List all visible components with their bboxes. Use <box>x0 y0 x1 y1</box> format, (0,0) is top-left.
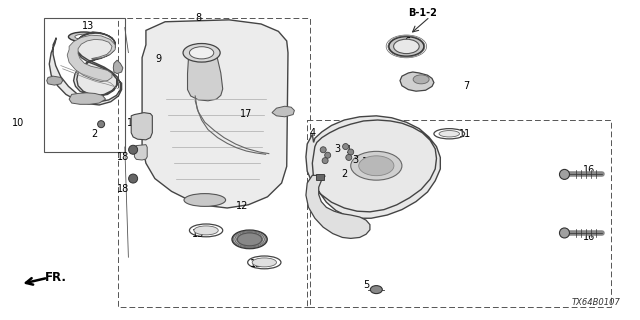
Polygon shape <box>134 145 147 160</box>
Ellipse shape <box>68 32 99 42</box>
Text: FR.: FR. <box>45 271 67 284</box>
Ellipse shape <box>252 258 276 267</box>
Text: 9: 9 <box>156 54 162 64</box>
Circle shape <box>346 155 352 160</box>
Polygon shape <box>67 35 115 82</box>
Text: 8: 8 <box>195 12 202 23</box>
Text: 10: 10 <box>12 118 24 128</box>
Polygon shape <box>306 175 370 238</box>
Polygon shape <box>113 60 123 74</box>
Circle shape <box>129 174 138 183</box>
Polygon shape <box>142 20 288 208</box>
Ellipse shape <box>439 131 460 137</box>
Text: 1: 1 <box>362 156 368 167</box>
Text: 11: 11 <box>458 129 471 140</box>
Text: 15: 15 <box>250 259 262 269</box>
Ellipse shape <box>189 47 214 59</box>
Ellipse shape <box>371 286 382 294</box>
Polygon shape <box>306 116 440 218</box>
Bar <box>316 174 324 180</box>
Text: 3: 3 <box>334 144 340 154</box>
Text: 15: 15 <box>192 228 205 239</box>
Circle shape <box>98 121 104 128</box>
Bar <box>307 120 611 307</box>
Ellipse shape <box>358 156 394 176</box>
Ellipse shape <box>75 34 93 39</box>
Ellipse shape <box>183 44 220 62</box>
Text: 5: 5 <box>363 280 369 290</box>
Text: 6: 6 <box>404 36 410 47</box>
Polygon shape <box>69 93 106 104</box>
Text: 2: 2 <box>341 169 348 180</box>
Text: 16: 16 <box>582 232 595 242</box>
Text: 7: 7 <box>463 81 469 92</box>
Text: 2: 2 <box>92 129 98 140</box>
Ellipse shape <box>194 226 218 235</box>
Polygon shape <box>131 113 152 140</box>
Ellipse shape <box>232 230 268 249</box>
Polygon shape <box>49 32 122 105</box>
Text: B-1-2: B-1-2 <box>408 8 437 18</box>
Text: 18: 18 <box>117 152 130 162</box>
Polygon shape <box>188 52 223 101</box>
Ellipse shape <box>388 36 424 56</box>
Text: 3: 3 <box>352 155 358 165</box>
Ellipse shape <box>413 75 429 84</box>
Ellipse shape <box>559 228 570 238</box>
Text: 1: 1 <box>346 145 352 156</box>
Ellipse shape <box>351 151 402 180</box>
Ellipse shape <box>559 169 570 180</box>
Ellipse shape <box>237 233 262 246</box>
Circle shape <box>342 144 349 149</box>
Polygon shape <box>400 72 434 91</box>
Circle shape <box>129 145 138 154</box>
Text: 4: 4 <box>309 128 316 138</box>
Text: 12: 12 <box>236 201 248 212</box>
Circle shape <box>348 149 354 155</box>
Polygon shape <box>47 76 63 85</box>
Text: 17: 17 <box>240 108 253 119</box>
Text: TX64B0107: TX64B0107 <box>572 298 621 307</box>
Ellipse shape <box>394 39 419 53</box>
Bar <box>118 18 310 307</box>
Text: 16: 16 <box>582 164 595 175</box>
Text: 13: 13 <box>82 21 95 31</box>
Ellipse shape <box>184 194 226 206</box>
Circle shape <box>320 147 326 153</box>
Bar <box>44 18 125 152</box>
Text: 18: 18 <box>117 184 130 194</box>
Text: 14: 14 <box>127 118 140 128</box>
Circle shape <box>322 158 328 164</box>
Circle shape <box>324 152 331 158</box>
Polygon shape <box>272 106 294 117</box>
